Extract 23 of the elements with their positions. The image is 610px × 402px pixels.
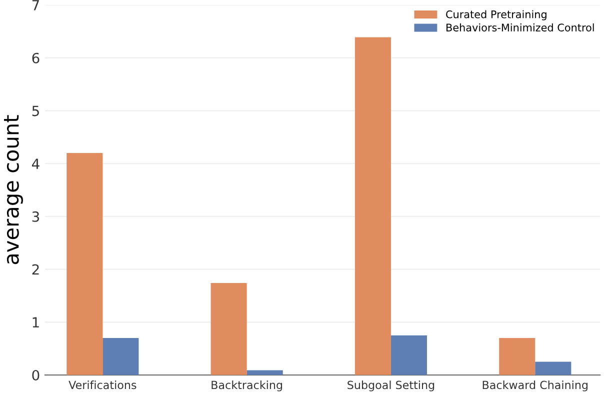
y-tick-label: 4	[32, 158, 40, 169]
y-tick-label: 5	[32, 106, 39, 116]
x-tick-label: Backtracking	[212, 380, 282, 392]
y-tick-label: 0	[32, 370, 40, 380]
bar	[102, 338, 139, 375]
bar	[354, 37, 391, 375]
y-axis-title: average count	[4, 115, 23, 264]
bar	[246, 370, 283, 375]
bar	[210, 283, 247, 375]
y-tick-label: 2	[32, 264, 39, 275]
bar	[499, 338, 536, 375]
bar	[390, 335, 428, 375]
x-tick-label: Backward Chaining	[482, 380, 588, 392]
y-tick-label: 3	[32, 211, 40, 222]
y-tick-label: 7	[32, 0, 39, 10]
legend-label: Curated Pretraining	[446, 10, 546, 20]
bar	[66, 153, 103, 375]
x-tick-label: Verifications	[68, 380, 136, 390]
y-tick-label: 6	[32, 52, 40, 64]
x-tick-label: Subgoal Setting	[348, 380, 434, 392]
legend-label: Behaviors-Minimized Control	[446, 23, 594, 32]
y-tick-label: 1	[32, 317, 39, 328]
bar	[535, 362, 572, 375]
